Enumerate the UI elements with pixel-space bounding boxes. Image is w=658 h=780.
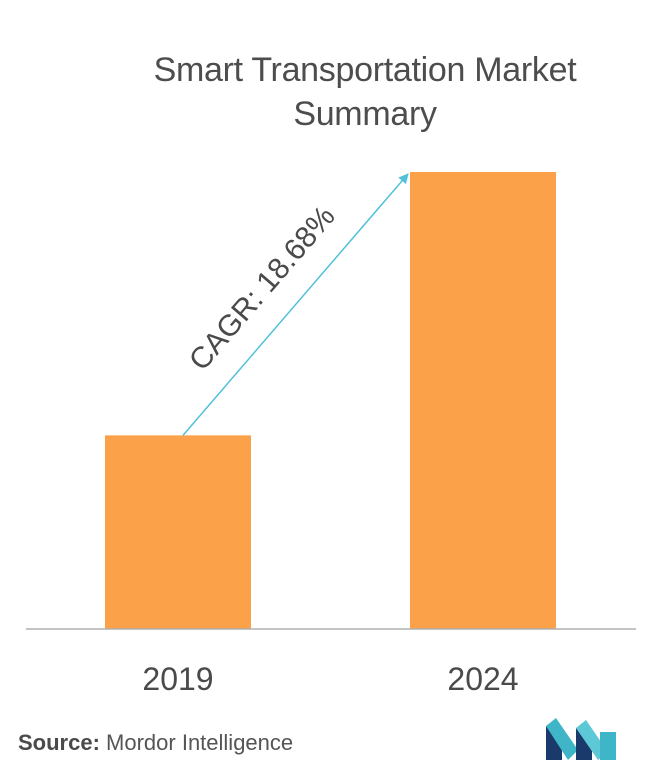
bar-2019	[105, 435, 251, 629]
chart-title-line-1: Smart Transportation Market	[153, 51, 577, 89]
bars-layer	[105, 172, 556, 629]
x-tick-labels: 2019 2024	[142, 661, 518, 697]
cagr-arrow	[182, 173, 409, 436]
mordor-intelligence-logo-icon	[546, 718, 616, 760]
chart-title-line-2: Summary	[293, 95, 437, 133]
x-tick-label-2024: 2024	[447, 661, 518, 697]
source-label: Source:	[18, 730, 100, 755]
cagr-label: CAGR: 18.68%	[183, 200, 342, 377]
x-tick-label-2019: 2019	[142, 661, 213, 697]
source-credit: Source: Mordor Intelligence	[18, 730, 293, 756]
cagr-annotation: CAGR: 18.68%	[182, 173, 409, 436]
source-text: Mordor Intelligence	[99, 730, 294, 755]
chart-title: Smart Transportation Market Summary	[80, 48, 650, 136]
bar-2024	[410, 172, 556, 629]
